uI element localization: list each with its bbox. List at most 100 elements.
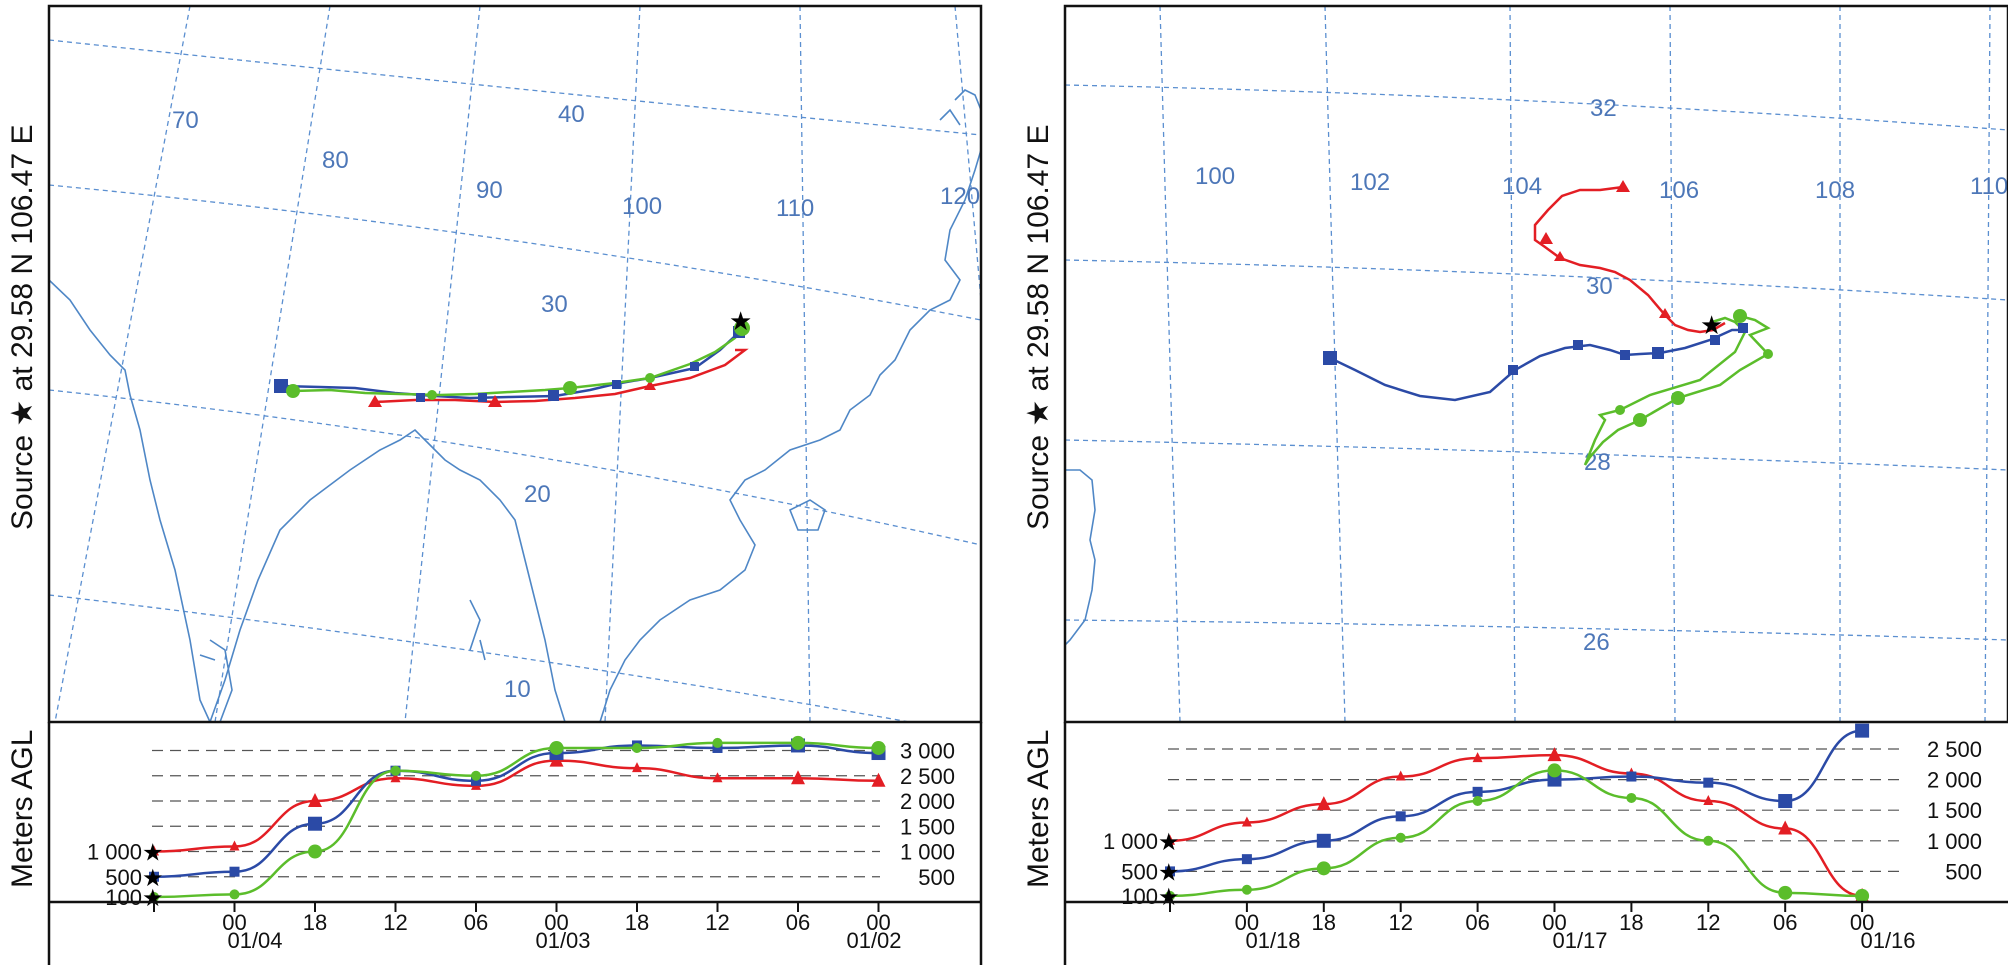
height-point — [229, 840, 240, 851]
trajectory-marker — [1554, 251, 1566, 261]
right-map-grid-labels: 100 102 104 106 108 110 32 30 28 26 — [1195, 95, 2008, 656]
height-point — [149, 871, 159, 882]
time-tick-label: 18 — [1619, 910, 1643, 935]
trajectory-marker — [368, 395, 382, 407]
height-tick-label: 1 500 — [900, 814, 955, 839]
height-point — [1703, 835, 1714, 846]
lon-label: 102 — [1350, 169, 1390, 196]
trajectory-marker — [478, 393, 487, 402]
lat-label: 20 — [524, 481, 551, 508]
height-point — [149, 891, 159, 902]
height-point — [229, 889, 240, 900]
trajectory-marker — [612, 380, 621, 389]
right-map-panel: 100 102 104 106 108 110 32 30 28 26 — [1063, 4, 2008, 724]
height-point — [471, 775, 481, 786]
time-tick-label: 00 — [1235, 910, 1259, 935]
height-point — [390, 772, 401, 783]
height-point — [712, 737, 723, 748]
height-point — [1316, 861, 1331, 876]
height-point — [871, 772, 886, 787]
height-point — [1165, 890, 1175, 901]
right-start-heights: 1 000 ★500 ★100 ★ — [1103, 829, 1180, 911]
lon-label: 90 — [476, 177, 503, 204]
lon-label: 108 — [1815, 177, 1855, 204]
height-point — [549, 740, 564, 755]
lat-label: 10 — [504, 676, 531, 703]
lat-label: 40 — [558, 101, 585, 128]
height-tick-label: 2 500 — [900, 764, 955, 789]
trajectory-marker — [416, 393, 425, 402]
height-point — [1316, 796, 1331, 811]
source-star-icon: ★ — [142, 865, 164, 892]
left-trajectories: ★ — [274, 306, 752, 407]
time-tick-label: 00 — [544, 910, 568, 935]
trajectory-marker — [274, 379, 288, 393]
height-point — [1241, 854, 1252, 865]
trajectory-marker — [690, 362, 699, 371]
trajectory-marker — [548, 390, 559, 401]
trajectory-marker — [563, 381, 577, 395]
date-label: 01/16 — [1860, 928, 1915, 953]
source-star-icon: ★ — [729, 306, 752, 336]
height-point — [229, 866, 240, 877]
time-tick-label: 12 — [1696, 910, 1720, 935]
time-tick-label: 12 — [383, 910, 407, 935]
time-tick-label: 06 — [1465, 910, 1489, 935]
right-trajectories: ★ — [1323, 180, 1773, 466]
height-tick-label: 1 000 — [1927, 829, 1982, 854]
source-star-icon: ★ — [142, 840, 164, 867]
left-trajectory-red — [374, 348, 749, 404]
trajectory-marker — [1733, 309, 1747, 323]
height-point — [1395, 770, 1406, 781]
date-label: 01/17 — [1552, 928, 1607, 953]
date-label: 01/04 — [227, 928, 282, 953]
right-trajectory-red — [1533, 185, 1726, 334]
trajectory-marker — [427, 390, 437, 400]
lon-label: 110 — [776, 195, 814, 222]
right-map-graticule — [1065, 6, 2008, 722]
lon-label: 100 — [1195, 163, 1235, 190]
trajectory-marker — [1671, 391, 1685, 405]
left-time-axis: 00 18 12 06 00 18 12 06 00 — [153, 902, 891, 935]
right-height-tick-labels: 500 1 000 1 500 2 000 2 500 — [1927, 737, 1982, 884]
right-height-gridlines — [1168, 748, 1900, 873]
trajectory-marker — [734, 320, 750, 336]
left-height-gridlines — [152, 749, 880, 878]
start-height-label: 100 — [1121, 884, 1158, 909]
left-height-series — [149, 735, 886, 902]
height-point — [791, 770, 805, 785]
start-height-label: 500 — [105, 865, 142, 890]
height-tick-label: 2 000 — [1927, 768, 1982, 793]
height-point — [791, 735, 805, 750]
height-point — [1241, 816, 1252, 827]
left-map-grid-labels: 70 80 90 100 110 120 40 30 20 10 — [172, 101, 980, 703]
source-star-icon: ★ — [1158, 884, 1180, 911]
left-map-panel: 70 80 90 100 110 120 40 30 20 10 — [47, 4, 983, 724]
trajectory-marker — [488, 395, 502, 407]
start-height-label: 100 — [105, 885, 142, 910]
trajectory-marker — [1659, 308, 1671, 318]
height-point — [1547, 763, 1562, 778]
trajectory-marker — [1633, 413, 1647, 427]
height-series-red — [153, 759, 879, 853]
height-point — [1165, 866, 1175, 877]
lon-label: 106 — [1659, 177, 1699, 204]
trajectory-marker — [1763, 349, 1773, 359]
lon-label: 110 — [1970, 173, 2008, 200]
trajectory-marker — [1738, 323, 1748, 333]
height-point — [390, 765, 401, 776]
height-point — [1703, 777, 1714, 788]
height-tick-label: 2 000 — [900, 789, 955, 814]
height-point — [1778, 885, 1793, 900]
time-tick-label: 18 — [1312, 910, 1336, 935]
time-tick-label: 00 — [1542, 910, 1566, 935]
lat-label: 26 — [1583, 629, 1610, 656]
source-star-icon: ★ — [1700, 310, 1723, 340]
height-point — [1626, 792, 1637, 803]
height-point — [1165, 834, 1175, 845]
height-point — [1316, 833, 1331, 848]
